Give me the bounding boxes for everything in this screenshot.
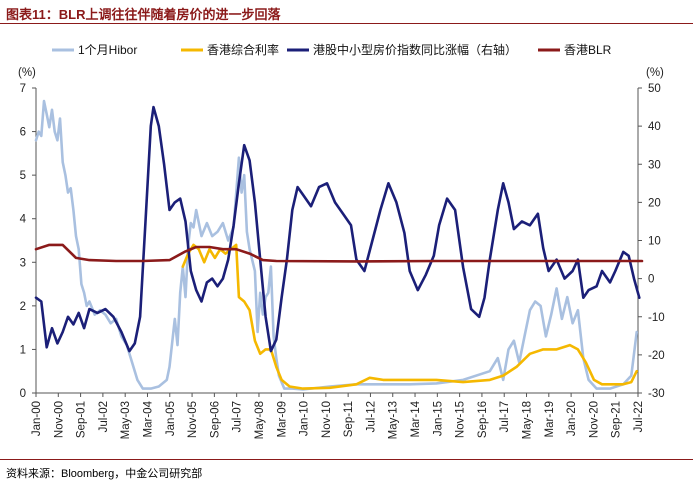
x-tick-label: Jul-02 [98, 401, 110, 432]
legend: 1个月Hibor 香港综合利率 港股中小型房价指数同比涨幅（右轴） 香港BLR [52, 42, 612, 57]
series-line [34, 243, 644, 263]
series-line [34, 105, 641, 353]
legend-label: 1个月Hibor [78, 43, 137, 57]
x-tick-label: Mar-19 [544, 401, 556, 437]
x-tick-label: Jan-15 [432, 401, 444, 436]
x-tick-label: Jul-07 [232, 401, 244, 432]
right-tick-label: 30 [648, 159, 661, 171]
left-tick-label: 6 [20, 127, 26, 139]
x-tick-label: Nov-15 [455, 401, 467, 438]
right-tick-label: 20 [648, 197, 661, 209]
left-tick-label: 1 [20, 344, 26, 356]
x-tick-label: Nov-10 [321, 401, 333, 438]
left-tick-label: 7 [20, 83, 26, 95]
source-note: 资料来源：Bloomberg，中金公司研究部 [6, 468, 203, 480]
right-tick-label: -20 [648, 350, 665, 362]
left-tick-label: 5 [20, 170, 26, 182]
x-tick-label: Mar-09 [276, 401, 288, 437]
right-tick-label: 10 [648, 236, 661, 248]
x-tick-label: Sep-21 [611, 401, 623, 438]
left-tick-label: 0 [20, 388, 26, 400]
x-tick-label: Sep-06 [209, 401, 221, 438]
chart-title: 图表11：BLR上调往往伴随着房价的进一步回落 [6, 7, 281, 22]
x-tick-label: May-08 [254, 401, 266, 439]
x-tick-label: May-18 [522, 401, 534, 439]
right-tick-label: 0 [648, 274, 654, 286]
x-tick-label: Jan-00 [31, 401, 43, 436]
series-layer [34, 99, 644, 391]
x-tick-label: Jan-10 [299, 401, 311, 436]
x-tick-label: May-03 [120, 401, 132, 439]
x-tick-label: Mar-04 [142, 400, 154, 437]
right-tick-label: 40 [648, 121, 661, 133]
x-tick-label: Nov-00 [53, 401, 65, 438]
x-tick-label: Nov-20 [588, 401, 600, 438]
series-line [34, 99, 638, 391]
x-tick-label: Jan-20 [566, 401, 578, 436]
x-tick-label: Sep-16 [477, 401, 489, 438]
left-tick-label: 2 [20, 301, 26, 313]
right-axis-unit: (%) [646, 67, 664, 79]
x-tick-label: Jan-05 [165, 401, 177, 436]
x-tick-label: May-13 [388, 401, 400, 439]
right-tick-label: -10 [648, 312, 665, 324]
left-axis-unit: (%) [18, 67, 36, 79]
axes-layer: 0 1 2 3 4 5 6 7 -30 -20 -10 0 10 20 30 40 50 (%) (%) Jan-00… [18, 67, 665, 439]
x-tick-label: Jul-12 [365, 401, 377, 432]
x-tick-label: Nov-05 [187, 401, 199, 438]
right-tick-label: -30 [648, 388, 665, 400]
legend-label: 香港综合利率 [207, 42, 279, 57]
x-tick-label: Mar-14 [410, 400, 422, 437]
left-tick-label: 4 [20, 214, 27, 226]
x-tick-label: Jul-22 [633, 401, 645, 432]
right-tick-label: 50 [648, 83, 661, 95]
source-divider [0, 459, 693, 460]
legend-label: 香港BLR [564, 43, 612, 57]
title-divider [0, 23, 693, 24]
x-tick-label: Sep-11 [343, 401, 355, 437]
x-tick-label: Sep-01 [76, 401, 88, 438]
x-tick-label: Jul-17 [499, 401, 511, 432]
legend-label: 港股中小型房价指数同比涨幅（右轴） [313, 42, 517, 57]
left-tick-label: 3 [20, 257, 26, 269]
